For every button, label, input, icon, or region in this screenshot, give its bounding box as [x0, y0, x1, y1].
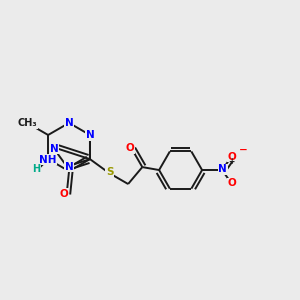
Text: N: N — [85, 130, 94, 140]
Text: S: S — [106, 167, 113, 177]
Text: O: O — [126, 143, 135, 153]
Text: N: N — [50, 143, 58, 154]
Text: N: N — [65, 118, 74, 128]
Text: +: + — [229, 157, 235, 166]
Text: CH₃: CH₃ — [18, 118, 37, 128]
Text: O: O — [228, 178, 237, 188]
Text: NH: NH — [39, 155, 57, 165]
Text: N: N — [218, 164, 227, 174]
Text: −: − — [239, 145, 248, 155]
Text: O: O — [228, 152, 237, 162]
Text: O: O — [59, 189, 68, 199]
Text: H: H — [32, 164, 40, 174]
Text: N: N — [65, 162, 74, 172]
